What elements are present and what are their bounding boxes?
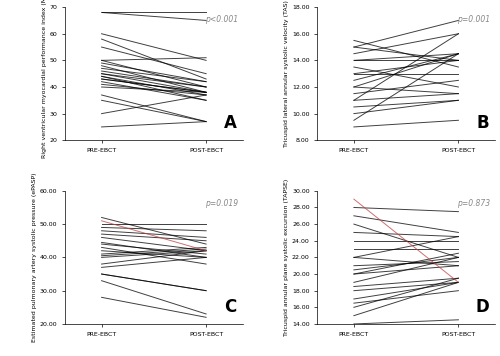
Text: p=0.019: p=0.019 [205,199,238,208]
Y-axis label: Tricuspid annular plane systolic excursion (TAPSE): Tricuspid annular plane systolic excursi… [284,179,289,336]
Y-axis label: Right ventricular myocardial performance index (MPI): Right ventricular myocardial performance… [42,0,46,158]
Text: B: B [476,114,489,132]
Y-axis label: Estimated pulmonary artery systolic pressure (ePASP): Estimated pulmonary artery systolic pres… [32,173,37,342]
Text: p=0.873: p=0.873 [457,199,490,208]
Text: p=0.001: p=0.001 [457,15,490,24]
Y-axis label: Tricuspid lateral annular systolic velocity (TAS): Tricuspid lateral annular systolic veloc… [284,0,290,147]
Text: C: C [224,298,236,316]
Text: A: A [224,114,236,132]
Text: p<0.001: p<0.001 [205,15,238,24]
Text: D: D [476,298,490,316]
